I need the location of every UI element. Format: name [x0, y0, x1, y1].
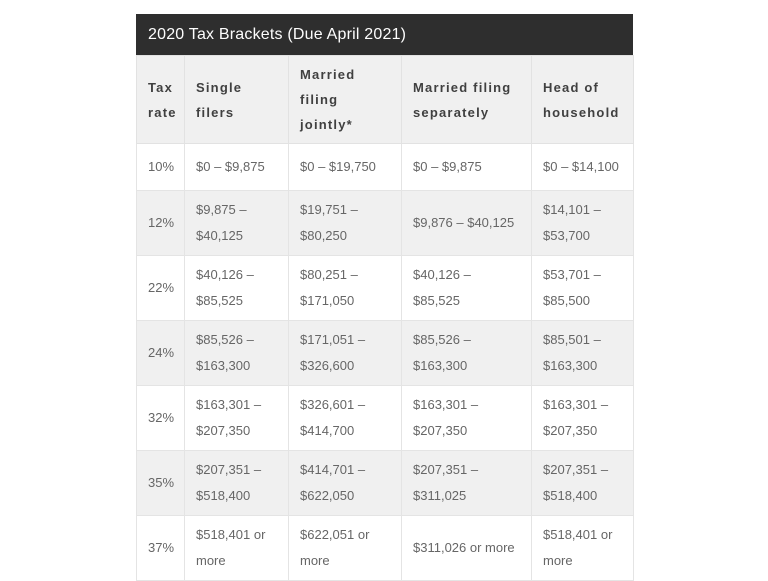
- bracket-cell: $163,301 – $207,350: [184, 385, 289, 451]
- header-row: Tax rate Single filers Married filing jo…: [136, 55, 634, 144]
- bracket-cell: $518,401 or more: [531, 515, 634, 581]
- bracket-cell: $14,101 – $53,700: [531, 190, 634, 256]
- bracket-cell: $518,401 or more: [184, 515, 289, 581]
- bracket-cell: $19,751 – $80,250: [288, 190, 402, 256]
- table-row: 32% $163,301 – $207,350 $326,601 – $414,…: [136, 385, 634, 451]
- bracket-cell: $0 – $9,875: [184, 143, 289, 191]
- tax-rate-cell: 35%: [136, 450, 185, 516]
- bracket-cell: $622,051 or more: [288, 515, 402, 581]
- bracket-cell: $207,351 – $518,400: [531, 450, 634, 516]
- column-header-head-of-household: Head of household: [531, 55, 634, 144]
- table-title: 2020 Tax Brackets (Due April 2021): [148, 26, 407, 43]
- tax-rate-cell: 12%: [136, 190, 185, 256]
- table-row: 22% $40,126 – $85,525 $80,251 – $171,050…: [136, 255, 634, 321]
- tax-rate-cell: 37%: [136, 515, 185, 581]
- tax-rate-cell: 24%: [136, 320, 185, 386]
- bracket-cell: $171,051 – $326,600: [288, 320, 402, 386]
- bracket-cell: $9,875 – $40,125: [184, 190, 289, 256]
- bracket-cell: $0 – $19,750: [288, 143, 402, 191]
- bracket-cell: $85,501 – $163,300: [531, 320, 634, 386]
- bracket-cell: $80,251 – $171,050: [288, 255, 402, 321]
- bracket-cell: $0 – $9,875: [401, 143, 532, 191]
- bracket-cell: $40,126 – $85,525: [401, 255, 532, 321]
- bracket-cell: $0 – $14,100: [531, 143, 634, 191]
- column-header-married-separately: Married filing separately: [401, 55, 532, 144]
- tax-brackets-table: Tax rate Single filers Married filing jo…: [136, 55, 634, 581]
- bracket-cell: $163,301 – $207,350: [531, 385, 634, 451]
- table-row: 10% $0 – $9,875 $0 – $19,750 $0 – $9,875…: [136, 143, 634, 191]
- table-row: 12% $9,875 – $40,125 $19,751 – $80,250 $…: [136, 190, 634, 256]
- tax-rate-cell: 10%: [136, 143, 185, 191]
- bracket-cell: $85,526 – $163,300: [184, 320, 289, 386]
- bracket-cell: $85,526 – $163,300: [401, 320, 532, 386]
- table-title-bar: 2020 Tax Brackets (Due April 2021): [136, 14, 633, 55]
- bracket-cell: $53,701 – $85,500: [531, 255, 634, 321]
- column-header-married-jointly: Married filing jointly*: [288, 55, 402, 144]
- bracket-cell: $207,351 – $311,025: [401, 450, 532, 516]
- tax-brackets-table-widget: 2020 Tax Brackets (Due April 2021) Tax r…: [136, 14, 634, 581]
- bracket-cell: $163,301 – $207,350: [401, 385, 532, 451]
- table-row: 35% $207,351 – $518,400 $414,701 – $622,…: [136, 450, 634, 516]
- column-header-single-filers: Single filers: [184, 55, 289, 144]
- table-row: 24% $85,526 – $163,300 $171,051 – $326,6…: [136, 320, 634, 386]
- bracket-cell: $9,876 – $40,125: [401, 190, 532, 256]
- table-row: 37% $518,401 or more $622,051 or more $3…: [136, 515, 634, 581]
- bracket-cell: $311,026 or more: [401, 515, 532, 581]
- bracket-cell: $414,701 – $622,050: [288, 450, 402, 516]
- bracket-cell: $40,126 – $85,525: [184, 255, 289, 321]
- column-header-tax-rate: Tax rate: [136, 55, 185, 144]
- tax-rate-cell: 32%: [136, 385, 185, 451]
- bracket-cell: $207,351 – $518,400: [184, 450, 289, 516]
- tax-rate-cell: 22%: [136, 255, 185, 321]
- bracket-cell: $326,601 – $414,700: [288, 385, 402, 451]
